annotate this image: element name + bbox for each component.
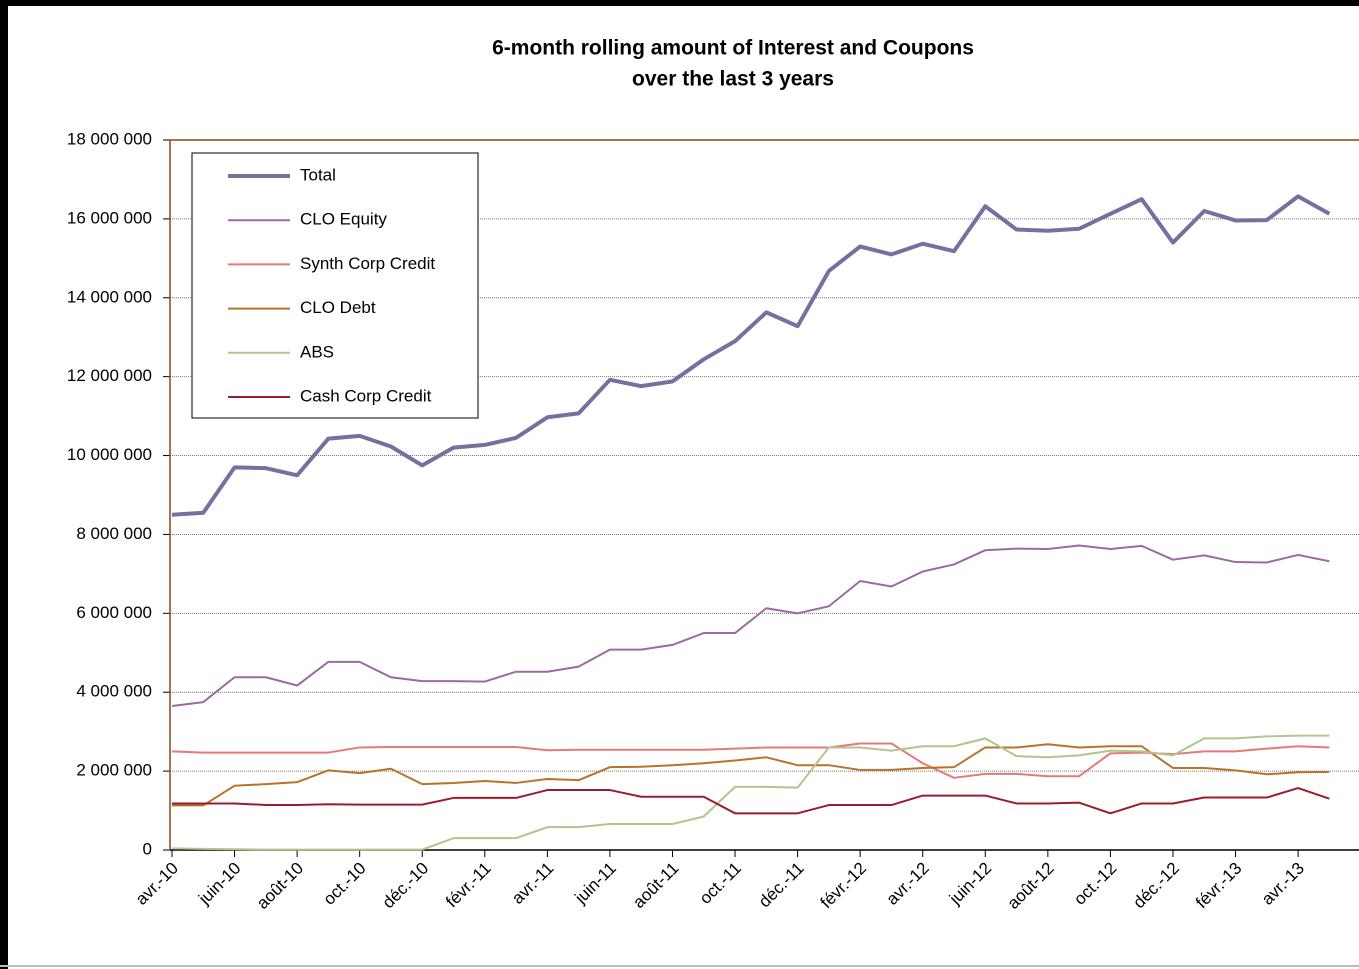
- y-tick-label: 6 000 000: [76, 603, 152, 622]
- series-line: [171, 734, 1330, 851]
- series-line: [171, 742, 1330, 779]
- y-tick-label: 18 000 000: [67, 129, 152, 148]
- series-lines: [171, 194, 1331, 851]
- legend-label: Synth Corp Credit: [300, 254, 435, 273]
- series-line: [171, 194, 1331, 517]
- y-tick-label: 8 000 000: [76, 524, 152, 543]
- legend: Total CLO Equity Synth Corp Credit CLO Debt…: [228, 165, 435, 405]
- series-line: [172, 787, 1330, 815]
- legend-label: CLO Debt: [300, 298, 376, 317]
- y-tick-label: 2 000 000: [76, 761, 152, 780]
- legend-label: Total: [300, 165, 336, 184]
- y-tick-label: 0: [143, 839, 152, 858]
- y-tick-label: 12 000 000: [67, 366, 152, 385]
- y-tick-label: 10 000 000: [67, 445, 152, 464]
- legend-label: ABS: [300, 342, 334, 361]
- series-line: [171, 544, 1330, 708]
- y-tick-label: 16 000 000: [67, 208, 152, 227]
- series-line: [172, 743, 1330, 807]
- y-tick-label: 14 000 000: [67, 287, 152, 306]
- chart-subtitle: over the last 3 years: [632, 68, 834, 91]
- chart-title: 6-month rolling amount of Interest and C…: [492, 37, 974, 60]
- legend-label: Cash Corp Credit: [300, 386, 432, 405]
- legend-label: CLO Equity: [300, 210, 387, 229]
- legend-box: [191, 152, 479, 419]
- y-tick-label: 4 000 000: [76, 682, 152, 701]
